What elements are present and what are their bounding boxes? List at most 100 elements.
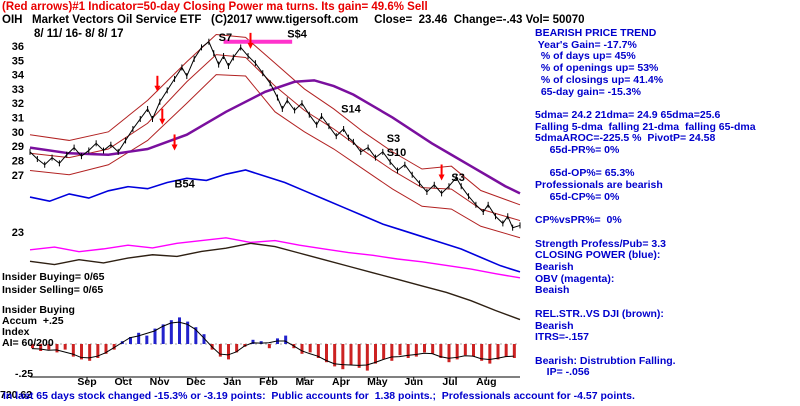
accum-index-bar	[480, 344, 484, 361]
footer-overlap-number: 720.62	[0, 389, 33, 401]
stat-line: BEARISH PRICE TREND	[535, 27, 657, 39]
accum-index-bar	[406, 344, 410, 358]
accum-index-bar	[284, 335, 288, 344]
price-tick-label: 36	[12, 41, 24, 53]
accum-index-bar	[227, 344, 230, 360]
sell-arrow-icon	[159, 118, 166, 125]
accum-index-bar	[186, 321, 190, 344]
accum-index-bar	[137, 332, 141, 344]
accum-index-bar	[496, 344, 500, 360]
chart-title-line: OIH Market Vectors Oil Service ETF (C)20…	[2, 14, 585, 26]
stat-line: Falling 5-dma falling 21-dma falling 65-…	[535, 120, 756, 133]
accum-index-bar	[251, 339, 255, 344]
month-label: Mar	[295, 376, 314, 388]
accum-index-bar	[472, 344, 475, 357]
price-tick-label: 29	[12, 141, 24, 153]
accum-index-bar	[414, 344, 418, 357]
accum-index-bar	[333, 344, 337, 367]
accum-index-bar	[145, 335, 149, 344]
stat-line	[535, 344, 799, 356]
indicator-alert-line: (Red arrows)#1 Indicator=50-day Closing …	[2, 1, 428, 13]
month-label: Nov	[150, 376, 170, 388]
accum-index-bar	[169, 320, 173, 344]
stat-line: 5dmaAROC=-225.5 % PivotP= 24.58	[535, 132, 716, 145]
accum-index-bar	[357, 344, 361, 368]
accum-index-bar	[235, 344, 239, 353]
accum-index-bar	[80, 344, 83, 360]
ai-value-label: AI= 60/200	[2, 337, 54, 349]
signal-annotation: S3	[387, 133, 400, 145]
insider-buying-section-label: Insider Buying	[2, 304, 75, 316]
price-tick-label: 30	[12, 127, 24, 139]
accum-index-bar	[88, 344, 92, 361]
accum-index-bar	[129, 337, 132, 344]
stat-line: 5dma= 24.2 21dma= 24.9 65dma=25.6	[535, 108, 721, 121]
accum-index-bar	[374, 344, 377, 364]
accum-index-bar	[463, 344, 467, 356]
sell-arrow-icon	[247, 42, 254, 49]
sell-arrow-icon	[438, 174, 445, 181]
ma-65-line	[29, 79, 521, 195]
insider-selling-label: Insider Selling= 0/65	[2, 284, 104, 296]
month-label: Oct	[115, 376, 133, 388]
price-tick-label: 27	[12, 170, 24, 182]
month-label: Apr	[332, 376, 350, 388]
price-tick-label: 28	[12, 155, 24, 167]
footer-summary-line: In last 65 days stock changed -15.3% or …	[3, 390, 635, 402]
price-tick-label: 23	[12, 227, 24, 239]
stat-line: OBV (magenta):	[535, 272, 615, 285]
stat-line: Year's Gain= -17.7%	[535, 38, 637, 51]
accum-index-bar	[194, 327, 198, 344]
obv-line	[29, 237, 521, 279]
accum-index-bar	[47, 344, 51, 350]
signal-annotation: S$4	[287, 28, 307, 40]
price-tick-label: 35	[12, 55, 24, 67]
accum-index-bar	[71, 344, 75, 357]
accum-index-bar	[112, 344, 116, 350]
accum-index-bar	[423, 344, 426, 353]
accum-index-bar	[259, 341, 263, 344]
accum-index-label: Index	[2, 326, 30, 338]
accum-index-bar	[300, 344, 304, 354]
signal-annotation: S7	[219, 32, 232, 44]
closing-power-line	[29, 169, 521, 273]
accum-index-bar	[439, 344, 443, 358]
stat-line: Bearish	[535, 319, 574, 332]
accum-index-bar	[267, 344, 271, 349]
accum-index-bar	[504, 344, 508, 357]
stat-line: ITRS=-.157	[535, 331, 589, 344]
price-chart-canvas: 36 35 34 33 32 31 30 29 28 27 23 Sep Oct Nov Dec Jan Feb…	[12, 28, 521, 388]
rel-strength-vs-dji-line	[29, 242, 521, 321]
month-label: Sep	[77, 376, 96, 388]
signal-annotation: B54	[175, 179, 196, 191]
accum-index-bar	[202, 334, 206, 344]
stat-line: 65-day gain= -15.3%	[535, 85, 641, 98]
stat-line: Strength Profess/Pub= 3.3	[535, 237, 666, 250]
signal-annotation: S3	[451, 172, 464, 184]
stats-panel: BEARISH PRICE TREND Year's Gain= -17.7% …	[535, 27, 799, 379]
price-tick-label: 31	[12, 113, 24, 125]
accum-index-bar	[39, 344, 43, 351]
stat-line: CP%vsPR%= 0%	[535, 214, 622, 227]
price-tick-label: 33	[12, 84, 24, 96]
price-tick-label: 32	[12, 98, 24, 110]
price-line	[29, 40, 521, 229]
accum-index-bar	[55, 344, 59, 353]
accum-index-bar	[447, 344, 451, 363]
month-label: Jun	[404, 376, 423, 388]
date-range-label: 8/ 11/ 16- 8/ 8/ 17	[34, 28, 124, 40]
stat-line: IP= -.056	[535, 366, 590, 379]
month-label: Jul	[442, 376, 457, 388]
stat-line: 65d-CP%= 0%	[535, 190, 620, 203]
insider-buying-label: Insider Buying= 0/65	[2, 271, 105, 283]
stat-line: Professionals are bearish	[535, 179, 663, 192]
stat-line: REL.STR..VS DJI (brown):	[535, 307, 664, 320]
accum-index-bar	[512, 344, 516, 358]
accum-index-bar	[382, 344, 386, 360]
month-label: May	[367, 376, 388, 388]
stat-line: % of openings up= 53%	[535, 62, 659, 75]
stat-line: % of days up= 45%	[535, 50, 636, 63]
accum-index-bar	[218, 344, 222, 357]
accum-index-bar	[31, 344, 34, 349]
